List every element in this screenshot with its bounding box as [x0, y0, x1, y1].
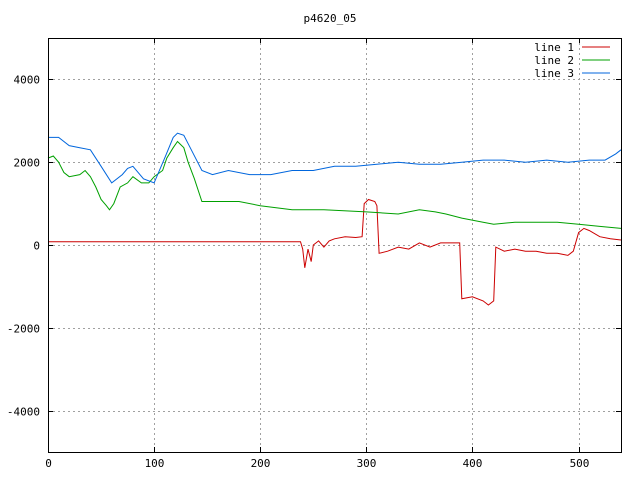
y-tick-label: 0	[33, 240, 40, 253]
y-tick-label: 4000	[14, 74, 41, 87]
legend-label-3: line 3	[534, 67, 574, 80]
chart-title: p4620_05	[304, 12, 357, 25]
x-tick-label: 100	[145, 457, 165, 470]
y-tick-label: -4000	[7, 406, 40, 419]
legend-label-2: line 2	[534, 54, 574, 67]
x-tick-label: 300	[357, 457, 377, 470]
x-tick-label: 400	[463, 457, 483, 470]
series-line-3	[48, 132, 622, 184]
y-tick-label: -2000	[7, 323, 40, 336]
legend-label-1: line 1	[534, 41, 574, 54]
x-tick-label: 0	[45, 457, 52, 470]
x-tick-label: 500	[570, 457, 590, 470]
axis-ticks: 0 100 200 300 400 500 -4000 -2000 0 2000 4000	[7, 38, 621, 470]
series-line-2	[47, 140, 622, 229]
series-layer	[47, 132, 622, 306]
series-line-1	[48, 198, 622, 306]
grid	[48, 38, 621, 452]
y-tick-label: 2000	[14, 157, 41, 170]
x-tick-label: 200	[251, 457, 271, 470]
